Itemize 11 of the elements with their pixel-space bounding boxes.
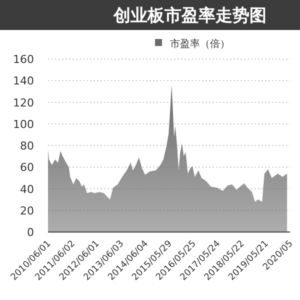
y-tick-label: 100 [13, 118, 34, 131]
y-tick-label: 40 [20, 182, 34, 196]
y-tick-label: 140 [13, 74, 34, 88]
y-tick-label: 0 [27, 226, 34, 239]
chart-title: 创业板市盈率走势图 [112, 6, 266, 26]
y-tick-label: 80 [20, 140, 34, 152]
y-tick-label: 20 [20, 204, 34, 218]
y-tick-label: 120 [13, 96, 34, 110]
legend-label: 市盈率（倍） [170, 38, 230, 50]
y-tick-label: 160 [13, 53, 34, 66]
y-tick-label: 60 [20, 161, 34, 174]
